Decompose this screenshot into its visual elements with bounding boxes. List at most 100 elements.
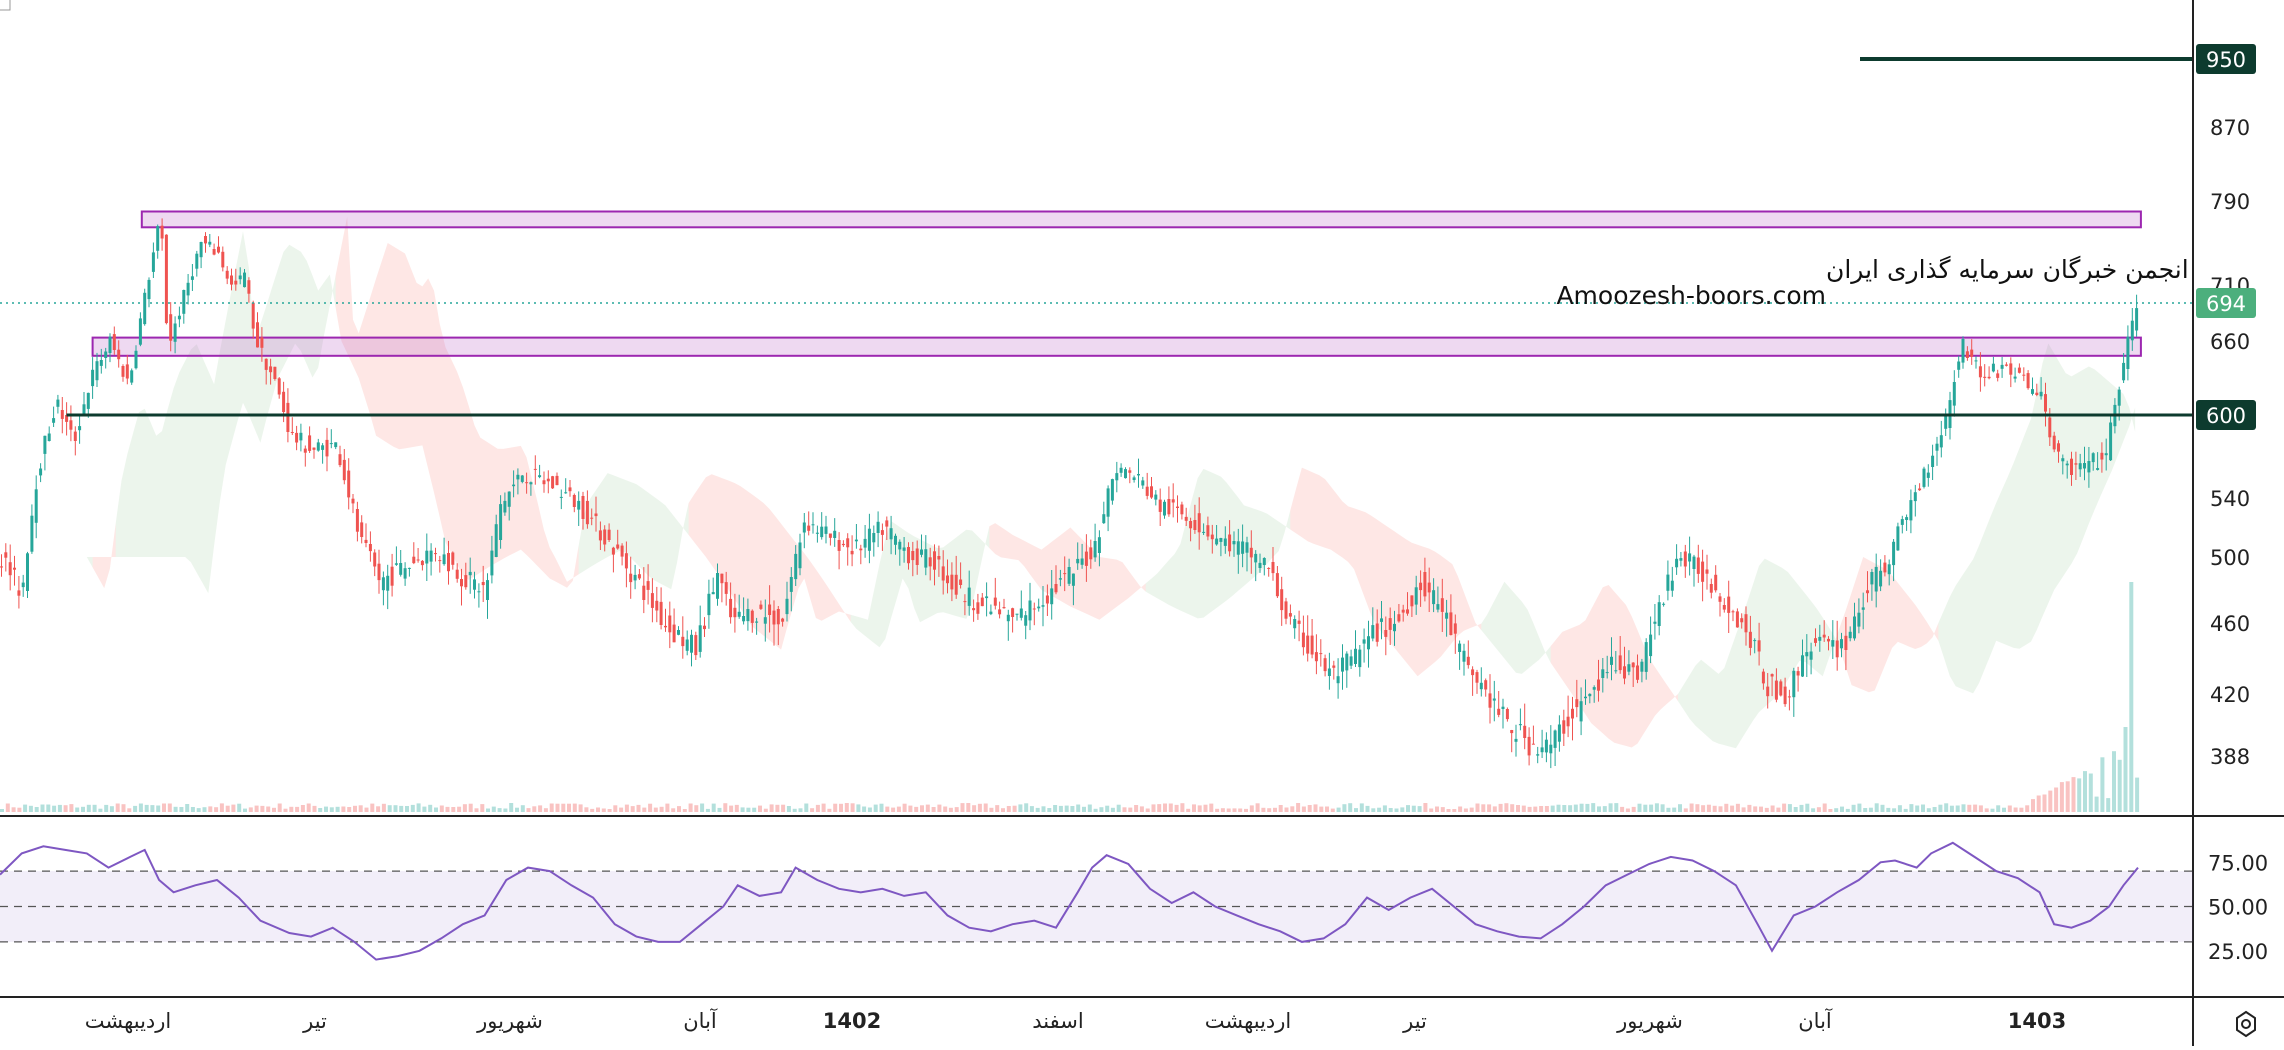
candle-body (342, 459, 346, 481)
volume-bar (509, 803, 514, 812)
candle-body (1436, 604, 1440, 610)
volume-bar (960, 803, 965, 812)
volume-bar (781, 804, 786, 812)
candle-body (2048, 417, 2052, 438)
candle-body (1336, 676, 1340, 684)
volume-bar (1834, 808, 1839, 812)
candle-body (1614, 670, 1618, 672)
volume-bar (81, 806, 85, 812)
volume-bar (2117, 759, 2122, 812)
time-axis[interactable]: اردیبهشت تیر شهریور آبان 1402 اسفند اردیبهشت تی… (85, 1008, 2067, 1033)
candle-body (1666, 574, 1670, 591)
candle-body (2013, 376, 2017, 379)
candle-body (789, 577, 793, 592)
candle-body (477, 591, 481, 593)
volume-bar (1458, 806, 1463, 812)
volume-bar (214, 807, 219, 812)
volume-bar (1660, 804, 1665, 812)
volume-bar (1174, 804, 1179, 812)
candle-body (1423, 572, 1427, 597)
volume-bar (624, 804, 629, 812)
volume-bar (1163, 803, 1167, 812)
candle-body (837, 540, 841, 551)
candle-body (716, 573, 719, 599)
volume-bar (1874, 803, 1879, 812)
volume-bar (1741, 807, 1746, 812)
candle-body (1779, 681, 1783, 696)
volume-bar (1944, 803, 1949, 812)
candle-body (407, 567, 411, 569)
candle-body (993, 597, 997, 606)
chart-settings-icon[interactable] (2236, 1010, 2256, 1038)
candle-body (13, 567, 16, 570)
volume-bar (908, 805, 913, 812)
volume-bar (1492, 806, 1497, 812)
candle-body (750, 610, 754, 623)
candle-body (872, 533, 876, 543)
volume-bar (1863, 808, 1868, 812)
volume-bar (208, 806, 213, 812)
cloud-bullish (578, 473, 689, 590)
volume-bar (1637, 803, 1642, 812)
volume-bar (1377, 807, 1382, 812)
volume-bar (1533, 806, 1538, 812)
candle-body (1488, 693, 1492, 708)
volume-bar (827, 808, 832, 812)
volume-bar (277, 803, 282, 812)
volume-bar (1625, 808, 1630, 812)
candle-body (481, 582, 485, 586)
volume-bar (804, 803, 809, 812)
rsi-tick-label: 75.00 (2208, 851, 2268, 875)
candle-body (1814, 638, 1817, 643)
upper-zone[interactable] (140, 210, 2142, 229)
candle-body (1631, 662, 1635, 668)
volume-bar (144, 804, 149, 812)
volume-bar (1712, 805, 1717, 812)
candle-body (1440, 598, 1444, 612)
volume-bar (243, 808, 247, 812)
volume-bar (1070, 806, 1075, 812)
volume-bar (1024, 803, 1029, 812)
candle-body (559, 496, 563, 498)
candle-body (282, 391, 286, 412)
candle-body (1410, 595, 1414, 607)
candle-body (230, 275, 233, 285)
candle-body (1601, 669, 1605, 678)
volume-bar (1516, 805, 1520, 812)
candle-body (1150, 486, 1153, 498)
candle-body (933, 551, 936, 570)
candle-body (546, 478, 550, 482)
candle-body (759, 604, 763, 609)
volume-bar (1371, 808, 1376, 812)
candle-body (1735, 611, 1739, 628)
volume-bar (717, 807, 722, 812)
candle-body (2022, 374, 2026, 376)
candle-body (1527, 736, 1531, 756)
volume-bar (17, 807, 22, 812)
volume-bar (2065, 781, 2070, 812)
volume-bar (1394, 808, 1399, 812)
candle-body (264, 358, 268, 370)
volume-bar (2019, 807, 2024, 812)
volume-bar (1105, 805, 1110, 812)
candle-body (1254, 553, 1258, 563)
candle-body (1935, 443, 1939, 451)
cloud-bullish (0, 557, 93, 568)
candle-body (611, 547, 615, 555)
candle-body (1466, 656, 1470, 666)
volume-bar (2036, 795, 2041, 812)
middle-zone[interactable] (91, 336, 2142, 357)
volume-bar (740, 807, 745, 812)
volume-bar (1151, 804, 1156, 812)
rsi-pane[interactable]: 75.00 50.00 25.00 (0, 841, 2268, 964)
volume-bar (948, 807, 953, 812)
volume-bar (196, 808, 201, 812)
last-price-badge (2196, 288, 2256, 318)
volume-bar (1828, 809, 1833, 812)
candle-body (1727, 596, 1731, 613)
volume-bar (503, 808, 508, 812)
candle-body (1696, 557, 1700, 574)
